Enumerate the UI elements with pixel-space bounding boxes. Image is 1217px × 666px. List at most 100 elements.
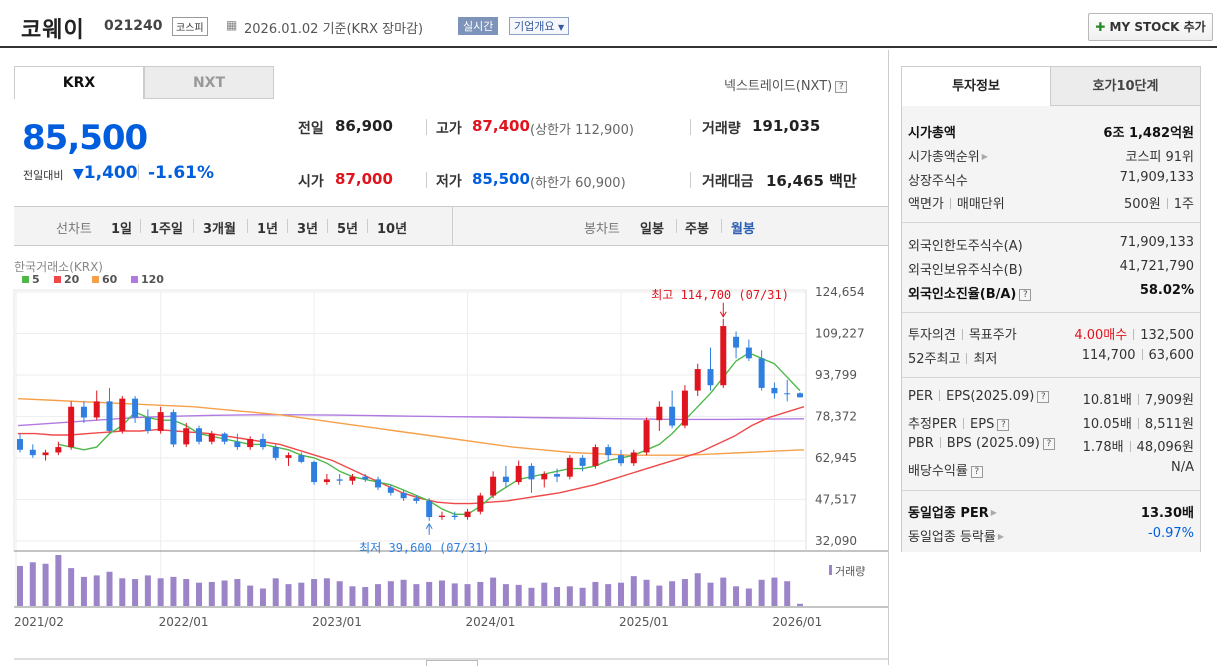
volume-bar bbox=[592, 581, 599, 606]
dropdown-arrow-icon: ▼ bbox=[557, 23, 565, 32]
x-tick-label: 2025/01 bbox=[619, 615, 669, 629]
row-sector-per: 동일업종 PER ▶ 13.30배 bbox=[908, 502, 1194, 522]
candle-body bbox=[605, 447, 612, 456]
candle-body bbox=[400, 492, 407, 499]
volume-bar bbox=[656, 585, 663, 606]
help-icon[interactable]: ? bbox=[1037, 390, 1050, 403]
candle-body bbox=[170, 412, 177, 445]
candle-body bbox=[758, 358, 765, 388]
w52-high-value: 114,700 bbox=[1081, 348, 1136, 363]
candle-body bbox=[502, 476, 509, 483]
volume-bar bbox=[285, 584, 292, 606]
low-note: 최저 39,600 (07/31) bbox=[359, 541, 489, 555]
period-3month[interactable]: 3개월 bbox=[203, 222, 236, 237]
period-5year[interactable]: 5년 bbox=[337, 222, 359, 237]
tab-nxt[interactable]: NXT bbox=[144, 66, 274, 99]
help-icon[interactable]: ? bbox=[970, 465, 983, 478]
help-icon[interactable]: ? bbox=[1042, 437, 1055, 450]
volume-bar bbox=[323, 578, 330, 606]
foreign-rate-label: 외국인소진율(B/A) bbox=[908, 287, 1017, 302]
help-icon[interactable]: ? bbox=[1019, 288, 1032, 301]
legend-ma20: 20 bbox=[54, 273, 79, 286]
sector-rate-value: -0.97% bbox=[1148, 526, 1194, 541]
y-tick-label: 109,227 bbox=[815, 327, 865, 341]
unit-value: 1주 bbox=[1173, 197, 1194, 212]
w52-low-value: 63,600 bbox=[1148, 348, 1195, 363]
period-1week[interactable]: 1주일 bbox=[150, 222, 183, 237]
candle-body bbox=[797, 393, 803, 398]
market-badge: 코스피 bbox=[172, 17, 208, 36]
row-foreign-rate: 외국인소진율(B/A)? 58.02% bbox=[908, 283, 1194, 303]
help-icon[interactable]: ? bbox=[835, 80, 848, 93]
opinion-label: 투자의견 bbox=[908, 328, 956, 343]
volume-bar bbox=[375, 584, 382, 606]
foreign-limit-value: 71,909,133 bbox=[1119, 235, 1194, 250]
candle-body bbox=[29, 449, 36, 456]
volume-value: 191,035 bbox=[752, 117, 821, 135]
candle-body bbox=[106, 401, 113, 431]
ma5-line bbox=[58, 352, 801, 515]
period-1year[interactable]: 1년 bbox=[257, 222, 279, 237]
period-3year[interactable]: 3년 bbox=[297, 222, 319, 237]
invest-info-table bbox=[901, 106, 1201, 552]
volume-bar bbox=[707, 582, 714, 606]
candle-body bbox=[375, 479, 382, 488]
volume-bar bbox=[490, 577, 497, 606]
divider bbox=[452, 207, 453, 245]
realtime-button[interactable]: 실시간 bbox=[458, 17, 499, 35]
tab-invest-info[interactable]: 투자정보 bbox=[901, 66, 1051, 106]
candle-body bbox=[745, 347, 752, 359]
divider bbox=[902, 377, 1200, 378]
divider bbox=[902, 312, 1200, 313]
candle-body bbox=[566, 457, 573, 477]
candle-body bbox=[42, 452, 49, 456]
candle-body bbox=[579, 457, 586, 466]
legend-ma120: 120 bbox=[131, 273, 164, 286]
eps-value: 7,909원 bbox=[1144, 393, 1194, 408]
prev-close-value: 86,900 bbox=[335, 117, 393, 135]
y-tick-label: 32,090 bbox=[815, 534, 857, 548]
legend-swatch bbox=[131, 276, 138, 283]
candle-body bbox=[438, 515, 445, 518]
chevron-right-icon[interactable]: ▶ bbox=[990, 508, 997, 517]
volume-bar bbox=[438, 580, 445, 606]
candle-body bbox=[669, 406, 676, 426]
sector-per-value: 13.30배 bbox=[1140, 506, 1194, 521]
candle-body bbox=[617, 455, 624, 464]
volume-bar bbox=[196, 582, 203, 606]
row-cap-rank: 시가총액순위 ▶ 코스피 91위 bbox=[908, 146, 1194, 166]
chart-scroll-handle[interactable] bbox=[426, 660, 478, 666]
low-label: 저가 bbox=[436, 174, 462, 190]
company-overview-label: 기업개요 bbox=[514, 20, 555, 33]
low-arrow-head bbox=[425, 522, 433, 530]
volume-bar bbox=[157, 578, 164, 606]
volume-bar bbox=[605, 584, 612, 606]
low-value: 85,500 bbox=[472, 170, 530, 188]
volume-legend-label: 거래량 bbox=[835, 565, 866, 578]
company-overview-dropdown[interactable]: 기업개요 ▼ bbox=[509, 17, 570, 35]
divider bbox=[902, 222, 1200, 223]
volume-bar bbox=[400, 579, 407, 606]
legend-ma5: 5 bbox=[22, 273, 40, 286]
candle-monthly[interactable]: 월봉 bbox=[731, 222, 755, 237]
candle-body bbox=[221, 433, 228, 442]
foreign-limit-label: 외국인한도주식수(A) bbox=[908, 239, 1023, 254]
chevron-right-icon[interactable]: ▶ bbox=[981, 152, 988, 161]
price-chart[interactable]: 124,654 109,227 93,799 78,372 62,945 47,517 32… bbox=[0, 0, 890, 665]
row-foreign-limit: 외국인한도주식수(A) 71,909,133 bbox=[908, 235, 1194, 255]
candle-daily[interactable]: 일봉 bbox=[640, 222, 664, 237]
tab-krx[interactable]: KRX bbox=[14, 66, 144, 99]
candle-body bbox=[183, 428, 190, 445]
nxt-trade-link[interactable]: 넥스트레이드(NXT)? bbox=[724, 75, 848, 94]
candle-weekly[interactable]: 주봉 bbox=[685, 222, 709, 237]
volume-bar bbox=[669, 581, 676, 606]
tab-orderbook-10[interactable]: 호가10단계 bbox=[1050, 66, 1201, 106]
period-10year[interactable]: 10년 bbox=[377, 222, 408, 237]
chevron-right-icon[interactable]: ▶ bbox=[997, 532, 1005, 541]
period-1day[interactable]: 1일 bbox=[111, 222, 133, 237]
volume-bar bbox=[144, 575, 151, 606]
help-icon[interactable]: ? bbox=[997, 418, 1010, 431]
foreign-rate-value: 58.02% bbox=[1139, 283, 1194, 298]
y-tick-label: 78,372 bbox=[815, 410, 857, 424]
mystock-add-button[interactable]: ✚ MY STOCK 추가 bbox=[1088, 13, 1213, 41]
